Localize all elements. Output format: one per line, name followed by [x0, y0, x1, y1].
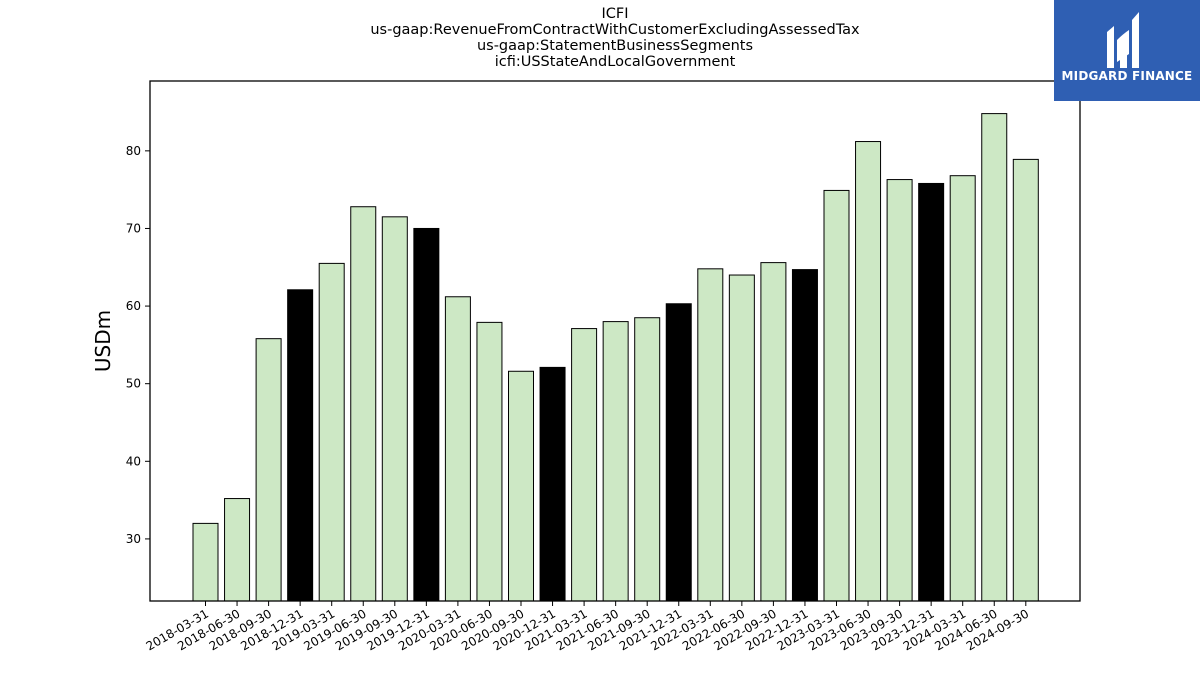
- y-tick-label: 70: [126, 221, 141, 235]
- bar: [665, 303, 692, 602]
- bar: [255, 338, 282, 602]
- y-tick-label: 40: [126, 454, 141, 468]
- bar: [823, 189, 850, 602]
- bar: [602, 321, 629, 602]
- bar: [350, 206, 377, 602]
- bar: [539, 366, 566, 602]
- bar: [508, 370, 534, 602]
- chart-title: ICFI us-gaap:RevenueFromContractWithCust…: [150, 6, 1080, 70]
- bar: [287, 289, 314, 602]
- bar: [949, 175, 976, 602]
- bar: [855, 141, 882, 602]
- bar: [918, 182, 945, 602]
- bar: [224, 498, 251, 602]
- plot-frame: [149, 80, 1081, 602]
- bar: [571, 328, 598, 602]
- bar: [981, 113, 1008, 602]
- bar: [192, 522, 219, 602]
- bar: [697, 268, 724, 602]
- bar: [791, 269, 818, 602]
- midgard-finance-logo: MIDGARD FINANCE: [1054, 0, 1200, 101]
- bar: [413, 227, 440, 602]
- bar: [381, 216, 408, 602]
- bar: [760, 262, 787, 602]
- title-line-1: ICFI: [601, 6, 629, 22]
- y-axis-label: USDm: [91, 310, 115, 372]
- bar: [476, 321, 503, 602]
- y-tick-label: 60: [126, 299, 141, 313]
- title-line-2: us-gaap:RevenueFromContractWithCustomerE…: [370, 22, 860, 38]
- bar: [444, 296, 471, 602]
- bar: [634, 317, 661, 602]
- bar: [886, 179, 913, 602]
- bar: [1012, 158, 1039, 602]
- y-tick-label: 50: [126, 377, 141, 391]
- bar: [318, 262, 345, 602]
- bar: [728, 274, 755, 602]
- midgard-logo-icon: [1107, 12, 1139, 68]
- y-tick-label: 80: [126, 144, 141, 158]
- title-line-3: us-gaap:StatementBusinessSegments: [476, 38, 754, 54]
- title-line-4: icfi:USStateAndLocalGovernment: [494, 54, 736, 70]
- y-tick-label: 30: [126, 532, 141, 546]
- logo-text: MIDGARD FINANCE: [1061, 69, 1193, 83]
